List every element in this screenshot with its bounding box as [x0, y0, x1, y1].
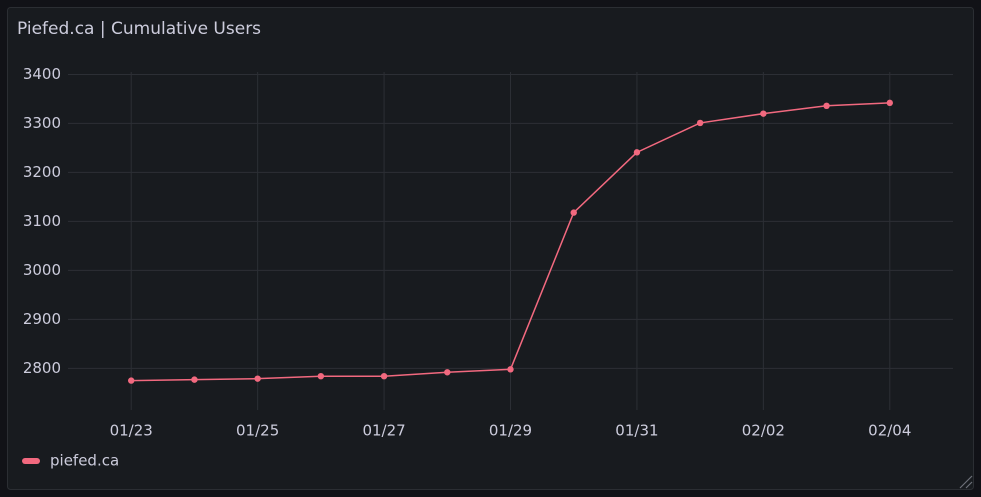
x-tick-label: 02/04 — [868, 422, 911, 440]
data-point — [254, 375, 261, 382]
y-tick-label: 3000 — [23, 261, 61, 279]
x-tick-label: 02/02 — [742, 422, 785, 440]
x-tick-label: 01/27 — [362, 422, 405, 440]
legend-swatch — [22, 458, 40, 464]
data-point — [696, 119, 704, 127]
data-point — [570, 209, 577, 216]
x-tick-label: 01/23 — [110, 422, 153, 440]
panel-title: Piefed.ca | Cumulative Users — [17, 19, 261, 39]
y-tick-label: 3200 — [23, 163, 61, 181]
data-point — [633, 149, 641, 156]
legend-label: piefed.ca — [50, 452, 119, 470]
data-point — [507, 366, 514, 373]
data-point — [886, 99, 893, 107]
data-point — [191, 376, 198, 383]
x-tick-label: 01/25 — [236, 422, 279, 440]
data-point — [760, 110, 767, 117]
x-tick-label: 01/31 — [615, 422, 658, 440]
data-point — [444, 369, 451, 376]
x-tick-label: 01/29 — [489, 422, 532, 440]
resize-handle[interactable] — [959, 475, 973, 489]
y-tick-label: 3100 — [23, 212, 61, 230]
y-tick-label: 2900 — [23, 310, 61, 328]
data-point — [380, 373, 388, 380]
data-point — [823, 102, 830, 110]
data-point — [128, 377, 135, 384]
y-tick-label: 2800 — [23, 359, 61, 377]
data-point — [317, 373, 325, 380]
y-tick-label: 3400 — [23, 65, 61, 83]
panel-frame — [7, 7, 974, 490]
y-tick-label: 3300 — [23, 114, 61, 132]
